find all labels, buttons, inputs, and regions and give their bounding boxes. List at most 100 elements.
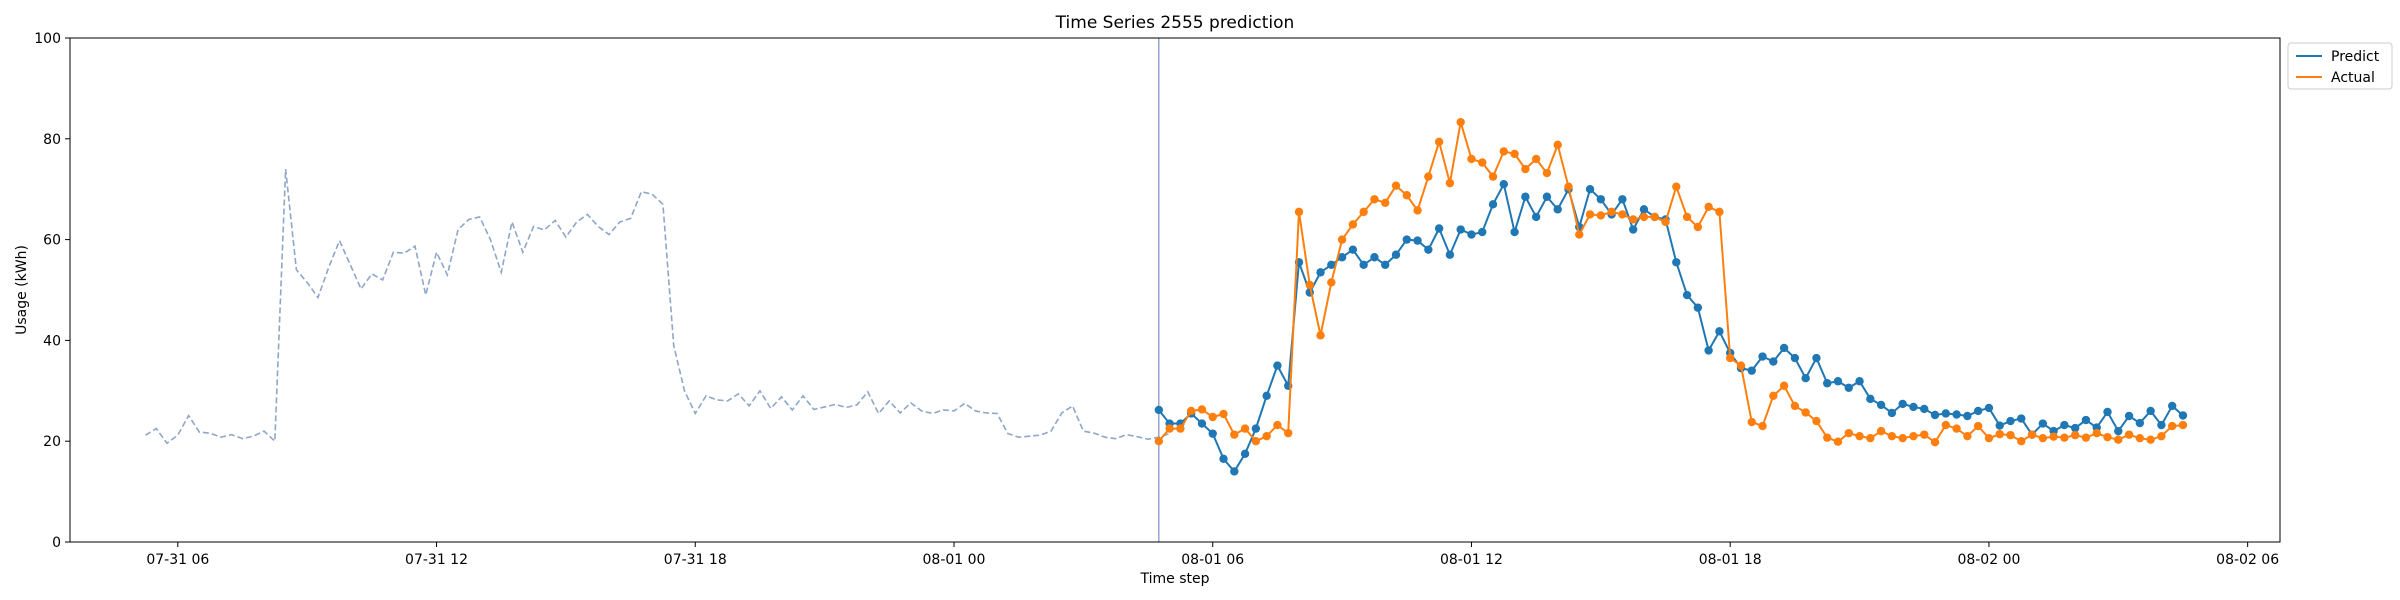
forecast-point [1941, 409, 1951, 418]
actual-point [1779, 381, 1789, 390]
actual-point [1855, 431, 1864, 441]
actual-point [1294, 207, 1304, 217]
forecast-point [1445, 250, 1455, 259]
actual-point [1273, 420, 1282, 430]
actual-point [1219, 409, 1228, 419]
actual-point [2178, 420, 2188, 430]
actual-point [1327, 278, 1336, 287]
forecast-point [1876, 400, 1886, 410]
forecast-point [2070, 423, 2080, 433]
actual-point [1941, 420, 1951, 430]
actual-point [2124, 430, 2134, 439]
x-tick-label: 08-01 12 [1440, 552, 1503, 568]
actual-point [1930, 438, 1940, 447]
actual-point [2038, 433, 2048, 443]
forecast-point [2114, 426, 2123, 436]
actual-point [2103, 432, 2112, 442]
actual-point [1424, 172, 1433, 181]
forecast-point [1823, 379, 1832, 388]
actual-point [1844, 428, 1853, 438]
actual-point [1531, 154, 1541, 164]
forecast-point [1930, 410, 1940, 420]
actual-point [1154, 437, 1164, 446]
forecast-point [1790, 353, 1800, 363]
forecast-point [1273, 361, 1282, 370]
actual-point [1402, 191, 1411, 200]
actual-point [1596, 211, 1606, 220]
plot-frame [69, 37, 2281, 543]
actual-point [1790, 401, 1800, 411]
actual-point [1499, 147, 1509, 156]
y-tick-label: 20 [43, 434, 61, 450]
forecast-point [1769, 357, 1778, 366]
forecast-point [1456, 225, 1465, 234]
forecast-point [1682, 290, 1692, 300]
actual-point [1607, 207, 1616, 217]
actual-point [1704, 202, 1713, 212]
actual-point [1208, 412, 1217, 422]
forecast-point [1747, 366, 1756, 375]
legend-label-predict: Predict [2331, 49, 2380, 65]
forecast-point [1715, 327, 1724, 336]
actual-point [2017, 437, 2026, 446]
actual-point [1564, 182, 1573, 191]
forecast-point [1628, 225, 1638, 234]
actual-point [2168, 421, 2177, 431]
actual-point [1866, 433, 1875, 443]
actual-point [2027, 430, 2037, 439]
actual-point [1682, 212, 1692, 222]
forecast-point [1963, 411, 1972, 421]
actual-point [1887, 431, 1897, 441]
forecast-point [2006, 416, 2015, 426]
actual-point [1553, 140, 1562, 150]
plot-layer [145, 38, 2188, 542]
actual-point [1876, 426, 1886, 436]
actual-point [1510, 149, 1519, 159]
actual-point [1165, 424, 1174, 433]
actual-point [2081, 433, 2091, 442]
forecast-point [2157, 420, 2166, 430]
forecast-point [2038, 419, 2048, 428]
actual-point [1284, 428, 1293, 438]
actual-point [1618, 210, 1627, 219]
actual-point [1898, 433, 1907, 443]
actual-point [1445, 178, 1455, 188]
forecast-point [1833, 377, 1843, 386]
chart-title: Time Series 2555 prediction [1055, 13, 1295, 33]
actual-point [2135, 433, 2145, 443]
forecast-point [1973, 406, 1983, 416]
actual-point [1186, 406, 1196, 416]
actual-point [1769, 391, 1778, 401]
actual-point [2146, 435, 2155, 444]
x-tick-label: 08-01 18 [1699, 552, 1762, 568]
actual-point [1176, 424, 1185, 433]
forecast-point [1240, 449, 1250, 458]
forecast-point [1693, 303, 1703, 312]
actual-point [1639, 212, 1649, 222]
x-tick-label: 08-01 00 [923, 552, 986, 568]
actual-point [1963, 431, 1972, 441]
forecast-point [1251, 424, 1261, 433]
forecast-point [1402, 235, 1411, 244]
forecast-point [1855, 377, 1864, 386]
forecast-point [1887, 408, 1897, 418]
forecast-point [1553, 205, 1562, 214]
forecast-point [2168, 401, 2177, 411]
forecast-point [1488, 200, 1498, 209]
actual-point [1542, 168, 1552, 178]
y-tick-label: 80 [43, 132, 61, 148]
forecast-point [1478, 227, 1487, 237]
forecast-point [1262, 391, 1271, 401]
forecast-point [2124, 411, 2134, 421]
actual-point [1726, 353, 1735, 363]
forecast-point [1984, 403, 1994, 413]
actual-point [1478, 158, 1487, 167]
forecast-point [2146, 406, 2155, 416]
forecast-point [1434, 224, 1444, 233]
actual-point [1758, 421, 1767, 431]
forecast-point [1758, 352, 1767, 361]
forecast-point [1467, 230, 1476, 239]
actual-point [1995, 429, 2004, 439]
